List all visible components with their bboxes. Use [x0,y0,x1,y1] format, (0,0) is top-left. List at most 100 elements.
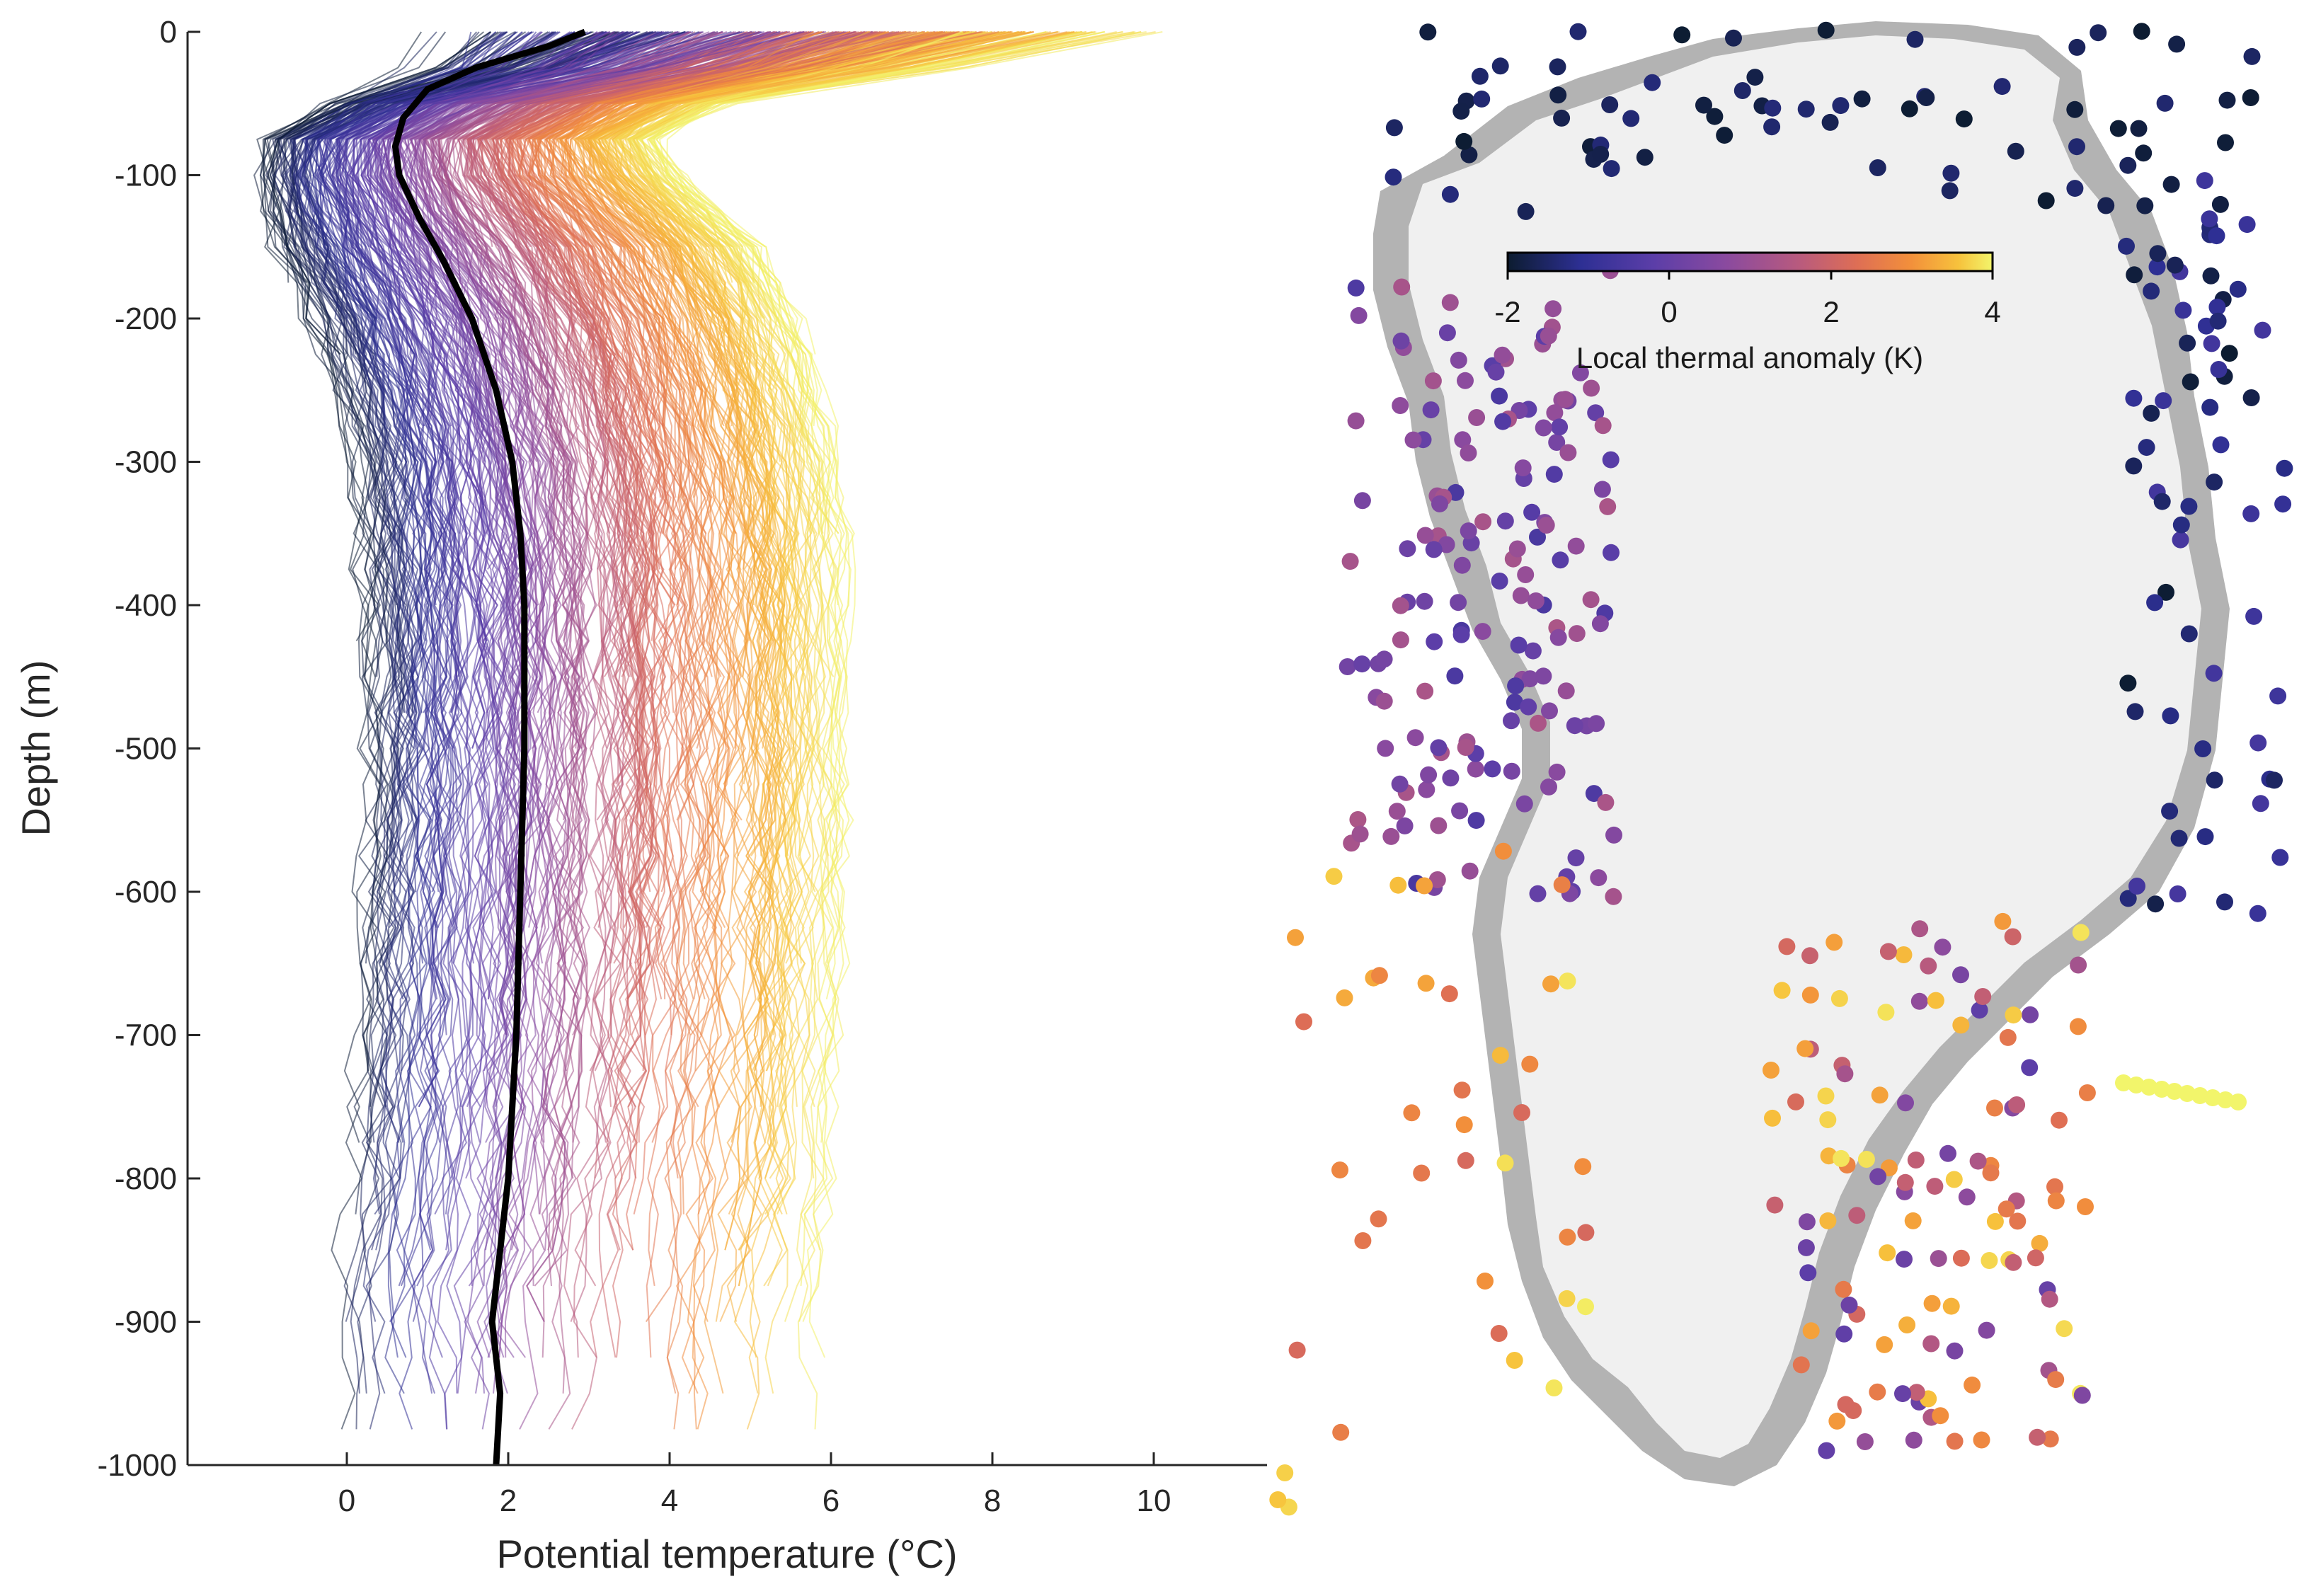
station-marker [1796,1040,1814,1057]
station-marker [2206,771,2223,789]
profile-line [267,31,491,355]
station-marker [2170,829,2188,847]
station-marker [1353,492,1371,510]
station-marker [2078,1084,2096,1101]
station-marker [1460,444,1477,461]
station-marker [1370,1210,1387,1228]
station-marker [1836,1065,1854,1083]
station-marker [1920,957,1937,975]
profile-line [588,31,1019,1251]
profile-line [282,31,685,1000]
y-tick-label: -300 [115,445,177,480]
station-marker [2254,321,2271,339]
station-marker [2126,703,2144,721]
station-marker [2245,607,2263,625]
station-marker [1945,1171,1963,1188]
station-marker [2125,457,2143,475]
profile-line [652,31,964,1000]
station-marker [1926,1178,1944,1195]
station-marker [1491,1047,1509,1064]
station-marker [1932,1407,1949,1425]
station-marker [1896,1251,1913,1268]
station-marker [2125,389,2143,407]
station-marker [1787,1093,1804,1110]
station-marker [2204,1089,2221,1106]
station-marker [1958,1188,1976,1206]
station-marker [1544,300,1562,318]
station-marker [2194,740,2212,757]
y-tick-label: -1000 [97,1448,177,1483]
profile-line [492,31,810,1000]
station-marker [1392,332,1410,350]
y-axis-label: Depth (m) [13,660,58,837]
station-marker [1905,1431,1922,1449]
station-marker [2242,505,2260,522]
station-marker [1601,96,1619,113]
station-marker [1428,871,1446,888]
station-marker [1325,868,1343,885]
station-marker [1673,26,1691,44]
station-marker [1287,929,1304,946]
profile-line [317,31,508,928]
profile-line [535,31,1034,1000]
station-marker [2007,142,2024,160]
profile-line [510,31,871,1287]
station-marker [1473,90,1491,108]
station-marker [1898,1316,1916,1333]
station-marker [1392,631,1409,649]
station-marker [1529,528,1546,546]
station-marker [2166,256,2184,274]
profile-line [466,31,760,785]
station-marker [1766,1196,1784,1214]
station-marker [1295,1013,1312,1030]
station-marker [1835,1325,1853,1343]
station-marker [1288,1341,1306,1359]
station-marker [1941,182,1959,200]
profile-line [274,31,634,713]
station-marker [1441,185,1459,203]
profile-line [285,31,628,929]
profile-line [360,31,752,1179]
station-marker [1399,540,1416,558]
station-marker [2210,361,2228,378]
station-marker [2211,195,2229,213]
station-marker [2271,849,2289,866]
station-marker [1523,503,1541,521]
station-marker [2051,1111,2068,1129]
station-marker [2004,928,2022,946]
station-marker [1517,566,1535,583]
profile-line [459,31,866,1430]
profile-line [265,31,648,498]
station-marker [2119,890,2137,907]
station-marker [1644,74,1661,91]
station-marker [1451,802,1469,820]
station-marker [1746,69,1764,86]
station-marker [2037,192,2055,209]
station-marker [1602,451,1620,469]
station-marker [1593,481,1611,498]
station-marker [2041,1290,2058,1308]
station-marker [2021,1059,2039,1077]
station-marker [1876,1336,1893,1353]
station-marker [1442,769,1460,787]
station-marker [2174,302,2192,319]
station-marker [1725,29,1742,47]
station-marker [2153,1081,2170,1098]
station-marker [1599,498,1617,515]
station-marker [1382,827,1400,845]
profile-line [490,31,805,1035]
station-marker [2073,1387,2091,1404]
station-marker [1477,1273,1494,1290]
profile-line [557,31,944,391]
station-marker [2153,493,2171,510]
station-marker [2143,404,2160,422]
station-marker [1527,592,1544,609]
station-marker [1494,346,1511,364]
station-marker [1453,1081,1471,1099]
station-marker [1594,417,1612,435]
x-tick-label: 6 [823,1483,839,1518]
station-marker [1460,522,1477,540]
station-marker [1520,698,1537,716]
station-marker [2217,1091,2234,1108]
y-ticks: 0 -100 -200 -300 -400 -500 -600 -700 -800 -900 -10… [97,15,200,1483]
